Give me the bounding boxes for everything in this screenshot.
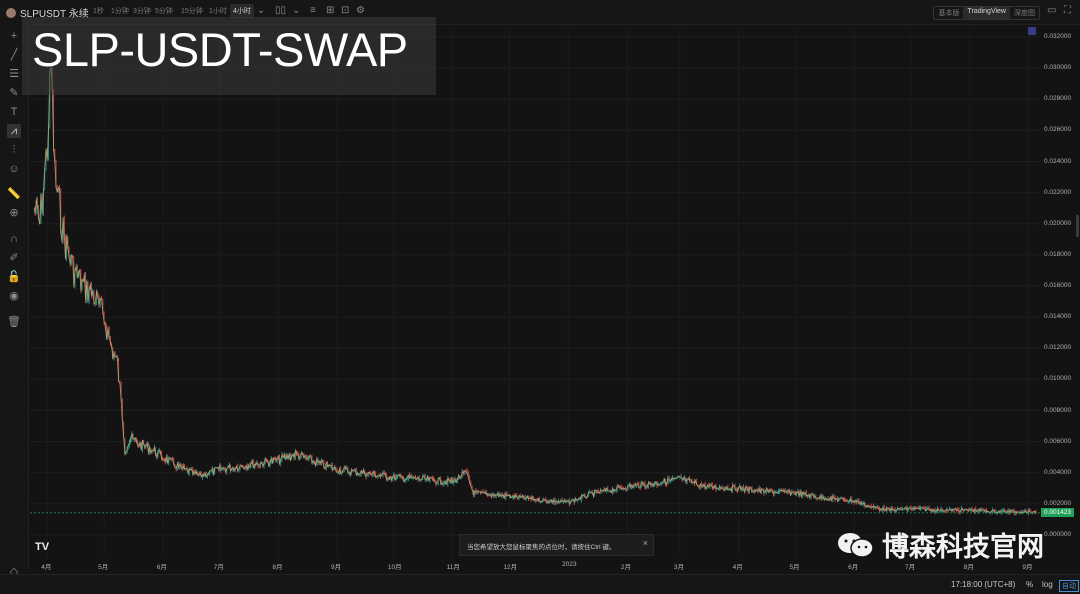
y-tick-label: 0.010000 xyxy=(1044,375,1072,383)
y-tick-label: 0.006000 xyxy=(1044,437,1072,445)
magnet-icon[interactable]: ∩ xyxy=(10,233,18,245)
auto-toggle[interactable]: 自动 xyxy=(1059,580,1079,592)
drawing-toolbar: + ╱ ☰ ✎ T ⩘ ⫶ ☺ 📏 ⊕ ∩ ✐ 🔓 ◉ 🗑 ◇ xyxy=(0,24,29,578)
percent-toggle[interactable]: % xyxy=(1026,580,1034,589)
x-tick-label: 6月 xyxy=(848,564,859,571)
y-tick-label: 0.030000 xyxy=(1044,64,1072,72)
wechat-icon xyxy=(838,532,874,558)
log-toggle[interactable]: log xyxy=(1042,580,1053,589)
y-tick-label: 0.020000 xyxy=(1044,219,1072,227)
fullscreen-icon[interactable]: ⛶ xyxy=(1064,5,1071,16)
timeframe-5m[interactable]: 5分钟 xyxy=(155,8,173,15)
x-tick-label: 7月 xyxy=(904,564,916,571)
timeframe-15m[interactable]: 15分钟 xyxy=(181,8,203,15)
indicator-icon[interactable]: ≡ xyxy=(310,5,316,16)
view-tradingview[interactable]: TradingView xyxy=(963,7,1010,19)
pattern-icon[interactable]: ⩘ xyxy=(7,124,21,138)
x-tick-label: 2月 xyxy=(620,564,631,571)
view-basic[interactable]: 基本版 xyxy=(938,10,960,17)
x-tick-label: 3月 xyxy=(673,564,685,571)
x-tick-label: 7月 xyxy=(213,564,224,571)
x-tick-label: 4月 xyxy=(41,564,52,571)
view-depth[interactable]: 深度图 xyxy=(1014,10,1035,17)
title-overlay xyxy=(22,17,436,95)
y-tick-label: 0.026000 xyxy=(1044,126,1072,134)
symbol-selector[interactable]: SLPUSDT 永续 xyxy=(6,5,89,20)
x-tick-label: 11月 xyxy=(446,564,460,571)
y-tick-label: 0.032000 xyxy=(1044,33,1072,40)
brush-icon[interactable]: ✎ xyxy=(9,87,19,99)
time-zone-label[interactable]: 17:18:00 (UTC+8) xyxy=(951,580,1016,589)
symbol-label: SLPUSDT 永续 xyxy=(20,9,89,20)
x-tick-label: 2023 xyxy=(562,561,577,568)
price-axis[interactable]: 0.032000 0.030000 0.028000 0.026000 0.024000… xyxy=(1040,24,1080,569)
timeframe-1h[interactable]: 1小时 xyxy=(209,8,227,15)
template-icon[interactable]: ⊞ xyxy=(326,5,335,16)
x-tick-label: 12月 xyxy=(503,564,518,571)
x-tick-label: 6月 xyxy=(156,564,167,571)
candle-type-icon[interactable]: ▯▯ xyxy=(275,5,287,16)
price-series-line xyxy=(33,67,1037,514)
last-price-tag: 0.001423 xyxy=(1041,508,1074,518)
text-icon[interactable]: T xyxy=(10,106,18,118)
bottom-bar: 17:18:00 (UTC+8) % log 自动 xyxy=(0,574,1080,594)
ctrl-zoom-toast: 当您希望放大您鼠标聚焦的点位时，请按住Ctrl 键。 × xyxy=(459,534,654,556)
x-tick-label: 9月 xyxy=(1022,564,1033,571)
zoom-icon[interactable]: ⊕ xyxy=(9,207,19,219)
trendline-icon[interactable]: ╱ xyxy=(10,49,18,61)
close-icon[interactable]: × xyxy=(642,538,648,548)
watermark-text: 博森科技官网 xyxy=(882,532,1044,563)
watermark: 博森科技官网 xyxy=(836,525,1044,564)
y-tick-label: 0.018000 xyxy=(1044,250,1072,258)
emoji-icon[interactable]: ☺ xyxy=(8,163,20,175)
y-tick-label: 0.004000 xyxy=(1044,468,1072,476)
timeframe-1m[interactable]: 1分钟 xyxy=(111,8,129,15)
eye-icon[interactable]: ◉ xyxy=(9,290,19,302)
fib-icon[interactable]: ☰ xyxy=(9,68,19,80)
y-tick-label: 0.024000 xyxy=(1044,157,1072,165)
trash-icon[interactable]: 🗑 xyxy=(7,316,21,328)
lock-draw-icon[interactable]: ✐ xyxy=(9,252,19,264)
layers-icon[interactable]: ◇ xyxy=(9,566,19,578)
lock-icon[interactable]: 🔓 xyxy=(7,271,21,283)
y-tick-label: 0.000000 xyxy=(1044,531,1072,538)
y-tick-label: 0.014000 xyxy=(1044,313,1072,321)
x-tick-label: 10月 xyxy=(387,564,402,571)
compare-icon[interactable] xyxy=(1028,27,1036,35)
y-tick-label: 0.012000 xyxy=(1044,344,1072,352)
x-tick-label: 8月 xyxy=(963,564,974,571)
tradingview-logo[interactable]: TV xyxy=(35,541,50,553)
timeframe-3m[interactable]: 3分钟 xyxy=(133,8,151,15)
toast-text: 当您希望放大您鼠标聚焦的点位时，请按住Ctrl 键。 xyxy=(467,544,616,551)
x-tick-label: 9月 xyxy=(331,564,342,571)
chevron-down-icon[interactable]: ⌄ xyxy=(292,5,301,16)
screenshot-icon[interactable]: ⊡ xyxy=(341,5,350,16)
crosshair-icon[interactable]: + xyxy=(10,30,18,42)
x-tick-label: 5月 xyxy=(98,564,109,571)
scrollbar-handle[interactable] xyxy=(1076,215,1079,237)
y-tick-label: 0.002000 xyxy=(1044,499,1072,507)
layout-icon[interactable]: ▭ xyxy=(1047,5,1057,16)
timeframe-1s[interactable]: 1秒 xyxy=(93,8,104,15)
forecast-icon[interactable]: ⫶ xyxy=(12,144,16,156)
x-tick-label: 8月 xyxy=(272,564,283,571)
y-tick-label: 0.016000 xyxy=(1044,282,1072,289)
x-tick-label: 4月 xyxy=(732,564,743,571)
view-switch: 基本版 TradingView 深度图 xyxy=(933,6,1040,20)
settings-gear-icon[interactable]: ⚙ xyxy=(356,5,365,16)
y-tick-label: 0.022000 xyxy=(1044,188,1072,196)
y-tick-label: 0.028000 xyxy=(1044,95,1072,103)
timeframe-4h[interactable]: 4小时 xyxy=(230,4,254,18)
chevron-down-icon[interactable]: ⌄ xyxy=(257,5,266,16)
coin-icon xyxy=(6,7,16,18)
chart-title: SLP-USDT-SWAP xyxy=(32,23,408,76)
x-tick-label: 5月 xyxy=(789,564,800,571)
ruler-icon[interactable]: 📏 xyxy=(7,188,21,200)
y-tick-label: 0.008000 xyxy=(1044,406,1072,414)
